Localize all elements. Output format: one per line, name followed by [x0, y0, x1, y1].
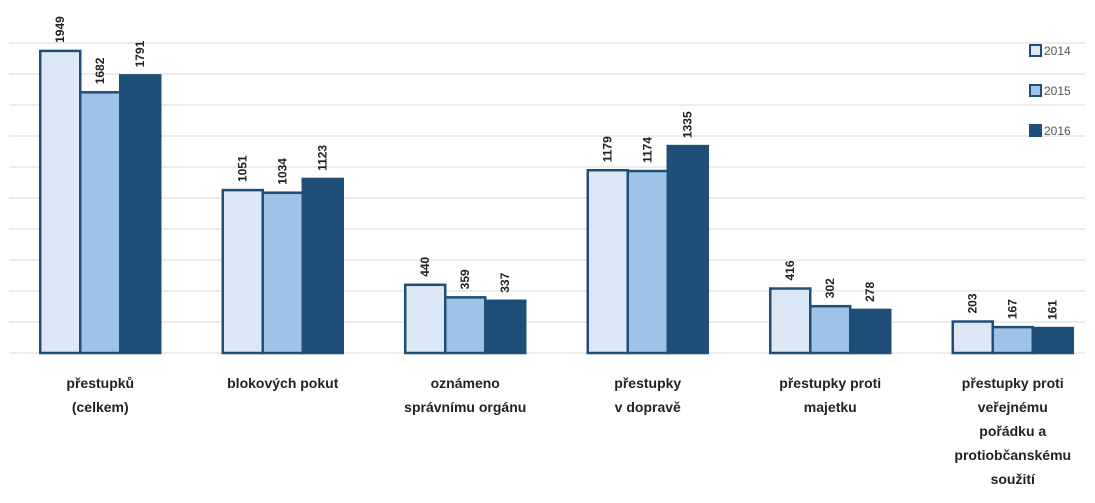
- bar: [484, 299, 527, 355]
- bar: [991, 325, 1034, 355]
- legend-label: 2016: [1044, 124, 1071, 138]
- value-label: 337: [498, 272, 512, 292]
- value-label: 278: [863, 282, 877, 302]
- value-label: 1791: [133, 40, 147, 67]
- bar: [951, 320, 994, 355]
- value-label: 1682: [93, 57, 107, 84]
- value-label: 1179: [601, 136, 615, 162]
- value-label: 203: [966, 293, 980, 313]
- legend-label: 2014: [1044, 44, 1071, 58]
- bar: [119, 74, 162, 355]
- value-label: 416: [783, 260, 797, 280]
- bar: [626, 169, 669, 355]
- bar: [79, 91, 122, 355]
- bar: [39, 49, 82, 355]
- value-label: 161: [1046, 300, 1060, 320]
- bar: [1031, 326, 1074, 355]
- value-label: 167: [1006, 299, 1020, 319]
- bar: [666, 144, 709, 355]
- bar: [404, 283, 447, 355]
- bar: [444, 296, 487, 355]
- legend-label: 2015: [1044, 84, 1071, 98]
- x-tick-label: přestupky v dopravě: [614, 375, 681, 415]
- bar: [809, 304, 852, 355]
- value-label: 359: [458, 269, 472, 289]
- value-label: 1123: [316, 145, 330, 171]
- value-label: 1335: [681, 111, 695, 138]
- x-tick-label: oznámeno správnímu orgánu: [404, 375, 526, 415]
- bar: [221, 188, 264, 355]
- bar: [849, 308, 892, 355]
- x-tick-label: přestupků (celkem): [66, 375, 134, 415]
- x-tick-label: blokových pokut: [227, 375, 339, 391]
- x-tick-label: přestupky proti veřejnému pořádku a protiob…: [954, 375, 1071, 487]
- value-label: 1034: [276, 158, 290, 185]
- bar: [301, 177, 344, 355]
- legend-swatch: [1029, 44, 1042, 57]
- value-label: 1949: [53, 16, 67, 43]
- bar: [261, 191, 304, 355]
- value-label: 302: [823, 278, 837, 298]
- legend-swatch: [1029, 124, 1042, 137]
- value-label: 1174: [641, 137, 655, 163]
- bar: [586, 169, 629, 355]
- x-tick-label: přestupky proti majetku: [779, 375, 881, 415]
- legend-swatch: [1029, 84, 1042, 97]
- value-label: 1051: [236, 155, 250, 182]
- value-label: 440: [418, 256, 432, 276]
- bar: [769, 287, 812, 355]
